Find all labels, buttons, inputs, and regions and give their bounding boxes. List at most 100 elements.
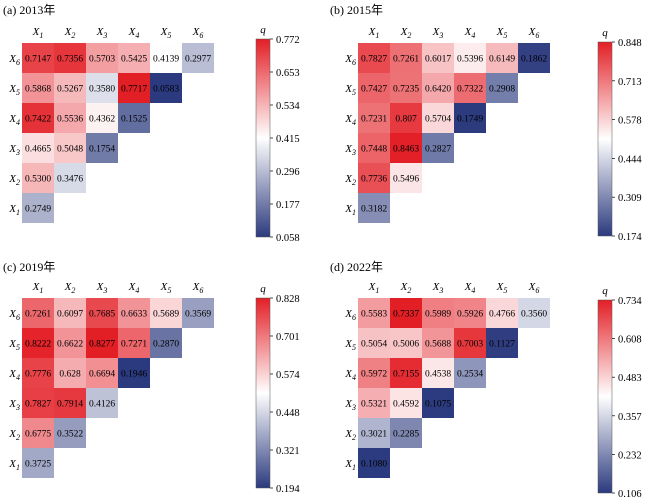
heatmap-cell — [22, 73, 54, 103]
cell-value-label: 0.807 — [395, 115, 417, 125]
heatmap-cell — [150, 328, 182, 358]
y-axis-label-x1: X1 — [8, 203, 20, 217]
y-axis-label-x6: X6 — [344, 308, 356, 322]
cell-value-label: 0.7261 — [393, 55, 419, 65]
colorbar-tick-label: 0.483 — [618, 373, 642, 384]
cell-value-label: 0.2749 — [25, 205, 51, 215]
cell-value-label: 0.7231 — [361, 115, 387, 125]
cell-value-label: 0.5496 — [393, 175, 419, 185]
x-axis-label-x4: X4 — [464, 281, 476, 295]
x-axis-label-x4: X4 — [464, 26, 476, 40]
cell-value-label: 0.5703 — [89, 55, 115, 65]
cell-value-label: 0.3560 — [521, 310, 547, 320]
heatmap-cell — [54, 388, 86, 418]
heatmap-panel-4: (d) 2022年 X1 X2 X3 X4 X5 X6 X6 X5 X4 X3 X2 X1 0.5583 0… — [330, 260, 642, 500]
y-axis-label-x5: X5 — [344, 338, 356, 352]
colorbar-tick-label: 0.448 — [276, 408, 300, 419]
heatmap-cell — [390, 388, 422, 418]
heatmap-cell — [358, 103, 390, 133]
heatmap-cell — [86, 43, 118, 73]
cell-value-label: 0.7717 — [121, 85, 147, 95]
cell-value-label: 0.7827 — [361, 55, 387, 65]
colorbar-tick-label: 0.232 — [618, 450, 642, 461]
colorbar-label: q — [602, 285, 608, 297]
heatmap-cell — [22, 418, 54, 448]
heatmap-cell — [390, 298, 422, 328]
heatmap-cell — [22, 133, 54, 163]
x-axis-label-x5: X5 — [160, 281, 172, 295]
x-axis-label-x1: X1 — [32, 26, 44, 40]
colorbar-tick-label: 0.194 — [276, 484, 300, 495]
heatmap-cell — [118, 43, 150, 73]
y-axis-label-x3: X3 — [8, 398, 20, 412]
y-axis-label-x2: X2 — [8, 428, 20, 442]
heatmap-cell — [54, 328, 86, 358]
colorbar — [597, 41, 613, 237]
colorbar-tick-label: 0.734 — [618, 296, 642, 307]
cell-value-label: 0.5989 — [425, 310, 451, 320]
colorbar-tick-label: 0.444 — [618, 154, 642, 165]
heatmap-cell — [86, 328, 118, 358]
cell-value-label: 0.6149 — [489, 55, 515, 65]
x-axis-label-x6: X6 — [192, 281, 204, 295]
heatmap-cell — [358, 193, 390, 223]
cell-value-label: 0.3182 — [361, 205, 387, 215]
cell-value-label: 0.1946 — [121, 370, 147, 380]
heatmap-cell — [390, 328, 422, 358]
heatmap-cell — [422, 133, 454, 163]
heatmap-cell — [422, 298, 454, 328]
cell-value-label: 0.3476 — [57, 175, 83, 185]
heatmap-cell — [358, 388, 390, 418]
cell-value-label: 0.7337 — [393, 310, 419, 320]
colorbar-tick-label: 0.828 — [276, 294, 300, 305]
colorbar-tick-label: 0.415 — [276, 134, 300, 145]
cell-value-label: 0.1749 — [457, 115, 483, 125]
cell-value-label: 0.4126 — [89, 400, 115, 410]
cell-value-label: 0.6633 — [121, 310, 147, 320]
heatmap-cell — [390, 163, 422, 193]
cell-value-label: 0.5972 — [361, 370, 387, 380]
cell-value-label: 0.4592 — [393, 400, 419, 410]
heatmap-cell — [22, 388, 54, 418]
cell-value-label: 0.7235 — [393, 85, 419, 95]
cell-value-label: 0.1862 — [521, 55, 547, 65]
cell-value-label: 0.3522 — [57, 430, 83, 440]
y-axis-label-x6: X6 — [8, 308, 20, 322]
cell-value-label: 0.6420 — [425, 85, 451, 95]
heatmap-cell — [486, 73, 518, 103]
y-axis-label-x4: X4 — [344, 368, 356, 382]
heatmap-cell — [358, 358, 390, 388]
heatmap-cell — [118, 328, 150, 358]
cell-value-label: 0.5321 — [361, 400, 387, 410]
cell-value-label: 0.2977 — [185, 55, 211, 65]
cell-value-label: 0.7427 — [361, 85, 387, 95]
heatmap-cell — [54, 43, 86, 73]
heatmap-cell — [54, 298, 86, 328]
heatmap-cell — [518, 298, 550, 328]
cell-value-label: 0.1525 — [121, 115, 147, 125]
cell-value-label: 0.7003 — [457, 340, 483, 350]
cell-value-label: 0.5054 — [361, 340, 387, 350]
heatmap-cell — [22, 298, 54, 328]
heatmap-cell — [422, 388, 454, 418]
colorbar-tick-label: 0.701 — [276, 332, 300, 343]
colorbar-tick-label: 0.578 — [618, 116, 642, 127]
cell-value-label: 0.4665 — [25, 145, 51, 155]
x-axis-label-x3: X3 — [432, 281, 444, 295]
heatmap-panel-2: (b) 2015年 X1 X2 X3 X4 X5 X6 X6 X5 X4 X3 X2 X1 0.7827 0… — [330, 3, 642, 243]
heatmap-cell — [54, 103, 86, 133]
cell-value-label: 0.5425 — [121, 55, 147, 65]
cell-value-label: 0.5300 — [25, 175, 51, 185]
y-axis-label-x3: X3 — [8, 143, 20, 157]
heatmap-panel-3: (c) 2019年 X1 X2 X3 X4 X5 X6 X6 X5 X4 X3 X2 X1 0.7261 0… — [3, 260, 300, 495]
heatmap-cell — [86, 298, 118, 328]
colorbar-label: q — [260, 24, 266, 36]
colorbar — [597, 299, 613, 494]
x-axis-label-x2: X2 — [400, 26, 412, 40]
heatmap-cell — [358, 73, 390, 103]
cell-value-label: 0.6694 — [89, 370, 115, 380]
cell-value-label: 0.7147 — [25, 55, 51, 65]
cell-value-label: 0.6775 — [25, 430, 51, 440]
heatmap-cell — [118, 73, 150, 103]
